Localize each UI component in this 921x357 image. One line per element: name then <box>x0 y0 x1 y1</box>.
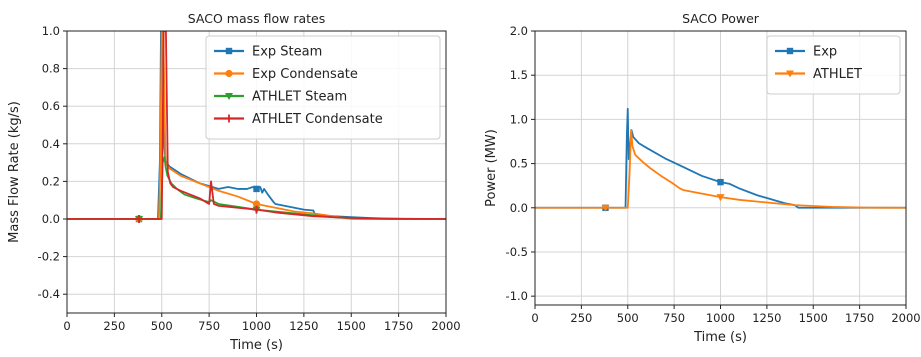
legend-marker <box>786 70 794 78</box>
mass-flow-chart: 0 250 500 750 1000 1250 1500 1750 2000 -0.4 -0.2 0.… <box>7 11 461 353</box>
y-tick-label: -0.2 <box>38 250 60 264</box>
y-axis-label: Power (MW) <box>484 129 499 207</box>
legend-marker <box>225 69 233 78</box>
y-tick-label: 0.4 <box>42 137 60 151</box>
legend-label: ATHLET <box>813 67 862 82</box>
series-marker <box>252 200 261 208</box>
legend-marker <box>225 114 233 123</box>
x-tick-label: 1000 <box>242 319 271 333</box>
legend-label: ATHLET Steam <box>252 90 347 105</box>
x-tick-label: 1250 <box>289 319 318 333</box>
legend-label: Exp Steam <box>252 45 322 60</box>
y-tick-label: 0.5 <box>510 157 528 171</box>
series-marker <box>717 178 724 186</box>
y-axis-label: Mass Flow Rate (kg/s) <box>7 101 22 243</box>
legend-box <box>205 35 441 140</box>
series-marker <box>253 185 260 193</box>
x-tick-label: 1000 <box>706 311 735 325</box>
y-tick-label: 0.8 <box>42 62 60 76</box>
series-line <box>535 129 906 209</box>
y-tick-label: 0.0 <box>510 201 528 215</box>
y-tick-label: 0.0 <box>42 212 60 226</box>
y-tick-label: 0.2 <box>42 174 60 188</box>
legend: Exp ATHLET <box>766 35 901 95</box>
chart-title: SACO Power <box>682 11 760 26</box>
legend-marker <box>225 47 233 55</box>
series-marker <box>601 204 610 212</box>
legend-marker <box>786 47 794 55</box>
x-tick-label: 500 <box>617 311 639 325</box>
x-tick-label: 0 <box>63 319 70 333</box>
series-marker <box>716 194 725 202</box>
x-tick-label: 750 <box>663 311 685 325</box>
legend-label: ATHLET Condensate <box>252 112 383 127</box>
y-tick-label: -0.4 <box>38 287 60 301</box>
x-tick-label: 250 <box>103 319 125 333</box>
x-tick-label: 2000 <box>891 311 920 325</box>
y-tick-label: -0.5 <box>506 245 528 259</box>
legend-label: Exp <box>813 45 837 60</box>
series-line <box>67 31 446 220</box>
series-marker <box>135 215 144 223</box>
x-tick-label: 1750 <box>384 319 413 333</box>
series-marker <box>252 205 261 214</box>
x-tick-label: 1750 <box>845 311 874 325</box>
y-tick-label: 1.0 <box>42 24 60 38</box>
legend: Exp Steam Exp Condensate ATHLET Steam ATHLE… <box>205 35 441 140</box>
x-tick-label: 500 <box>151 319 173 333</box>
y-tick-label: 2.0 <box>510 24 528 38</box>
chart-title: SACO mass flow rates <box>188 11 326 26</box>
series-line <box>535 107 906 209</box>
y-tick-label: 1.0 <box>510 112 528 126</box>
power-chart: 0 250 500 750 1000 1250 1500 1750 2000 -1.0 -0.5 0.… <box>484 11 921 345</box>
legend-label: Exp Condensate <box>252 67 358 82</box>
x-tick-label: 1250 <box>752 311 781 325</box>
legend-marker <box>225 93 233 100</box>
series-group <box>67 31 446 223</box>
x-axis-label: Time (s) <box>693 330 747 345</box>
x-tick-label: 0 <box>531 311 538 325</box>
series-group <box>535 107 906 212</box>
x-tick-label: 1500 <box>337 319 366 333</box>
x-axis-label: Time (s) <box>229 338 283 352</box>
y-tick-label: 0.6 <box>42 99 60 113</box>
x-tick-label: 2000 <box>431 319 460 333</box>
x-tick-label: 250 <box>570 311 592 325</box>
y-tick-label: 1.5 <box>510 68 528 82</box>
y-tick-label: -1.0 <box>506 289 528 303</box>
x-tick-label: 1500 <box>799 311 828 325</box>
x-tick-label: 750 <box>198 319 220 333</box>
